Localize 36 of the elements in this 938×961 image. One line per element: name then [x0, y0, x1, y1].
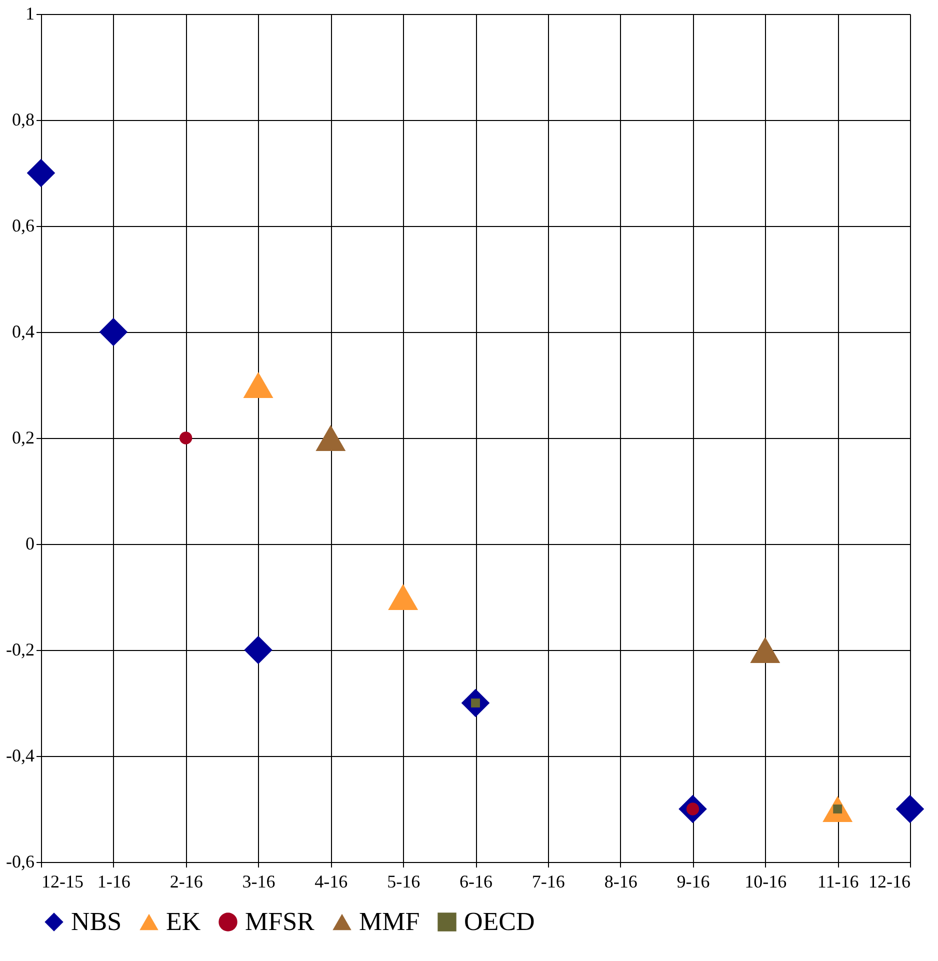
- y-tick-label: 0,6: [12, 216, 34, 236]
- x-tick-label: 2-16: [170, 872, 203, 892]
- x-tick-label: 4-16: [314, 872, 348, 892]
- legend-label: OECD: [464, 907, 535, 936]
- point: [243, 372, 274, 398]
- x-tick-label: 8-16: [604, 872, 638, 892]
- x-tick-label: 5-16: [387, 872, 420, 892]
- point: [750, 637, 780, 663]
- point: [896, 794, 924, 824]
- point: [244, 636, 272, 664]
- x-tick-label: 1-16: [97, 872, 130, 892]
- y-tick-label: 0,4: [12, 322, 34, 342]
- x-tick-label: 6-16: [460, 872, 492, 892]
- y-tick-label: -0,2: [6, 640, 34, 660]
- x-tick-label: 11-16: [817, 872, 859, 892]
- legend-label: EK: [166, 907, 201, 936]
- point: [180, 432, 192, 444]
- point: [316, 425, 346, 451]
- x-tick-label: 12-16: [868, 872, 910, 892]
- point: [99, 318, 128, 346]
- y-tick-label: 0: [26, 534, 34, 554]
- x-tick-label: 10-16: [744, 872, 787, 892]
- legend-label: MFSR: [245, 907, 316, 936]
- x-tick-label: 12-15: [42, 872, 84, 892]
- x-tick-label: 3-16: [242, 872, 276, 892]
- y-tick-label: -0,4: [6, 746, 34, 766]
- point: [388, 584, 418, 610]
- y-tick-label: -0,6: [6, 852, 34, 872]
- x-tick-label: 9-16: [676, 872, 710, 892]
- point: [26, 158, 56, 188]
- y-tick-label: 0,8: [12, 110, 34, 130]
- y-tick-label: 1: [26, 4, 34, 24]
- x-tick-label: 7-16: [532, 872, 565, 892]
- y-tick-label: 0,2: [12, 428, 34, 448]
- legend-label: NBS: [71, 907, 122, 936]
- legend-label: MMF: [359, 907, 420, 936]
